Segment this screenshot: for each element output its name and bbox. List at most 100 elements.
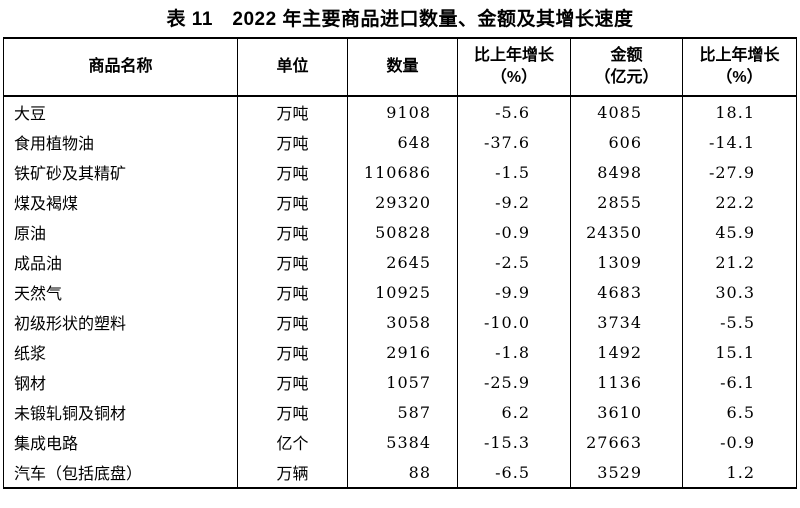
amount-growth-cell: 22.2 — [682, 187, 797, 217]
quantity-cell: 5384 — [347, 427, 458, 457]
unit-cell: 万吨 — [237, 367, 348, 397]
table-row: 大豆 万吨 9108 -5.6 4085 18.1 — [3, 96, 797, 127]
quantity-growth-cell: -9.2 — [457, 187, 571, 217]
table-title: 表 11 2022 年主要商品进口数量、金额及其增长速度 — [166, 9, 634, 30]
amount-growth-cell: 45.9 — [682, 217, 797, 247]
amount-cell: 1136 — [570, 367, 683, 397]
unit-cell: 万吨 — [237, 96, 348, 127]
amount-cell: 606 — [570, 127, 683, 157]
unit-cell: 万吨 — [237, 337, 348, 367]
table-row: 天然气 万吨 10925 -9.9 4683 30.3 — [3, 277, 797, 307]
commodity-name-cell: 成品油 — [3, 247, 238, 277]
amount-growth-cell: -6.1 — [682, 367, 797, 397]
unit-cell: 万吨 — [237, 397, 348, 427]
commodity-name-cell: 集成电路 — [3, 427, 238, 457]
table-body: 大豆 万吨 9108 -5.6 4085 18.1 食用植物油 万吨 648 -… — [3, 96, 797, 488]
quantity-cell: 88 — [347, 457, 458, 488]
amount-cell: 3734 — [570, 307, 683, 337]
table-row: 钢材 万吨 1057 -25.9 1136 -6.1 — [3, 367, 797, 397]
amount-header-line1: 金额 — [610, 46, 643, 64]
table-row: 铁矿砂及其精矿 万吨 110686 -1.5 8498 -27.9 — [3, 157, 797, 187]
unit-cell: 万吨 — [237, 247, 348, 277]
quantity-cell: 29320 — [347, 187, 458, 217]
table-row: 原油 万吨 50828 -0.9 24350 45.9 — [3, 217, 797, 247]
quantity-cell: 10925 — [347, 277, 458, 307]
unit-cell: 万吨 — [237, 307, 348, 337]
commodity-name-cell: 初级形状的塑料 — [3, 307, 238, 337]
amount-growth-cell: -0.9 — [682, 427, 797, 457]
unit-cell: 万吨 — [237, 187, 348, 217]
amount-cell: 4085 — [570, 96, 683, 127]
quantity-cell: 9108 — [347, 96, 458, 127]
table-row: 集成电路 亿个 5384 -15.3 27663 -0.9 — [3, 427, 797, 457]
quantity-growth-cell: -9.9 — [457, 277, 571, 307]
quantity-cell: 587 — [347, 397, 458, 427]
unit-cell: 万吨 — [237, 217, 348, 247]
col-header-commodity-name: 商品名称 — [3, 38, 238, 97]
table-header: 商品名称 单位 数量 比上年增长 （%） 金额 （亿元） 比上年增长 （%） — [3, 38, 797, 97]
quantity-cell: 50828 — [347, 217, 458, 247]
unit-cell: 亿个 — [237, 427, 348, 457]
quantity-cell: 2916 — [347, 337, 458, 367]
import-commodities-table: 商品名称 单位 数量 比上年增长 （%） 金额 （亿元） 比上年增长 （%） 大… — [3, 37, 797, 489]
amount-cell: 27663 — [570, 427, 683, 457]
amount-growth-cell: 6.5 — [682, 397, 797, 427]
commodity-name-cell: 食用植物油 — [3, 127, 238, 157]
amount-growth-cell: 30.3 — [682, 277, 797, 307]
amount-cell: 3610 — [570, 397, 683, 427]
quantity-growth-cell: -1.8 — [457, 337, 571, 367]
quantity-growth-header-line1: 比上年增长 — [473, 46, 554, 64]
quantity-cell: 3058 — [347, 307, 458, 337]
table-row: 煤及褐煤 万吨 29320 -9.2 2855 22.2 — [3, 187, 797, 217]
commodity-name-cell: 原油 — [3, 217, 238, 247]
table-row: 未锻轧铜及铜材 万吨 587 6.2 3610 6.5 — [3, 397, 797, 427]
unit-cell: 万吨 — [237, 127, 348, 157]
amount-cell: 2855 — [570, 187, 683, 217]
col-header-amount-growth: 比上年增长 （%） — [682, 38, 797, 97]
amount-growth-cell: -27.9 — [682, 157, 797, 187]
quantity-cell: 648 — [347, 127, 458, 157]
commodity-name-cell: 铁矿砂及其精矿 — [3, 157, 238, 187]
quantity-growth-cell: -10.0 — [457, 307, 571, 337]
unit-cell: 万辆 — [237, 457, 348, 488]
amount-cell: 1309 — [570, 247, 683, 277]
col-header-amount: 金额 （亿元） — [570, 38, 683, 97]
commodity-name-cell: 煤及褐煤 — [3, 187, 238, 217]
amount-growth-cell: -14.1 — [682, 127, 797, 157]
col-header-quantity-growth: 比上年增长 （%） — [457, 38, 571, 97]
header-row: 商品名称 单位 数量 比上年增长 （%） 金额 （亿元） 比上年增长 （%） — [3, 38, 797, 97]
col-header-unit: 单位 — [237, 38, 348, 97]
quantity-cell: 2645 — [347, 247, 458, 277]
amount-growth-cell: 18.1 — [682, 96, 797, 127]
amount-growth-cell: 15.1 — [682, 337, 797, 367]
commodity-name-cell: 纸浆 — [3, 337, 238, 367]
quantity-growth-cell: -25.9 — [457, 367, 571, 397]
quantity-cell: 1057 — [347, 367, 458, 397]
amount-cell: 8498 — [570, 157, 683, 187]
commodity-name-cell: 汽车（包括底盘） — [3, 457, 238, 488]
quantity-growth-cell: -15.3 — [457, 427, 571, 457]
quantity-growth-cell: -6.5 — [457, 457, 571, 488]
amount-cell: 4683 — [570, 277, 683, 307]
quantity-growth-cell: -5.6 — [457, 96, 571, 127]
quantity-growth-cell: -0.9 — [457, 217, 571, 247]
table-row: 成品油 万吨 2645 -2.5 1309 21.2 — [3, 247, 797, 277]
table-row: 初级形状的塑料 万吨 3058 -10.0 3734 -5.5 — [3, 307, 797, 337]
quantity-cell: 110686 — [347, 157, 458, 187]
commodity-name-cell: 大豆 — [3, 96, 238, 127]
quantity-growth-cell: -2.5 — [457, 247, 571, 277]
commodity-name-cell: 未锻轧铜及铜材 — [3, 397, 238, 427]
amount-growth-cell: -5.5 — [682, 307, 797, 337]
table-row: 汽车（包括底盘） 万辆 88 -6.5 3529 1.2 — [3, 457, 797, 488]
amount-cell: 3529 — [570, 457, 683, 488]
commodity-name-cell: 天然气 — [3, 277, 238, 307]
unit-cell: 万吨 — [237, 277, 348, 307]
amount-growth-cell: 1.2 — [682, 457, 797, 488]
amount-growth-header-line1: 比上年增长 — [699, 46, 780, 64]
quantity-growth-cell: -37.6 — [457, 127, 571, 157]
quantity-growth-cell: -1.5 — [457, 157, 571, 187]
unit-cell: 万吨 — [237, 157, 348, 187]
table-row: 纸浆 万吨 2916 -1.8 1492 15.1 — [3, 337, 797, 367]
col-header-quantity: 数量 — [347, 38, 458, 97]
